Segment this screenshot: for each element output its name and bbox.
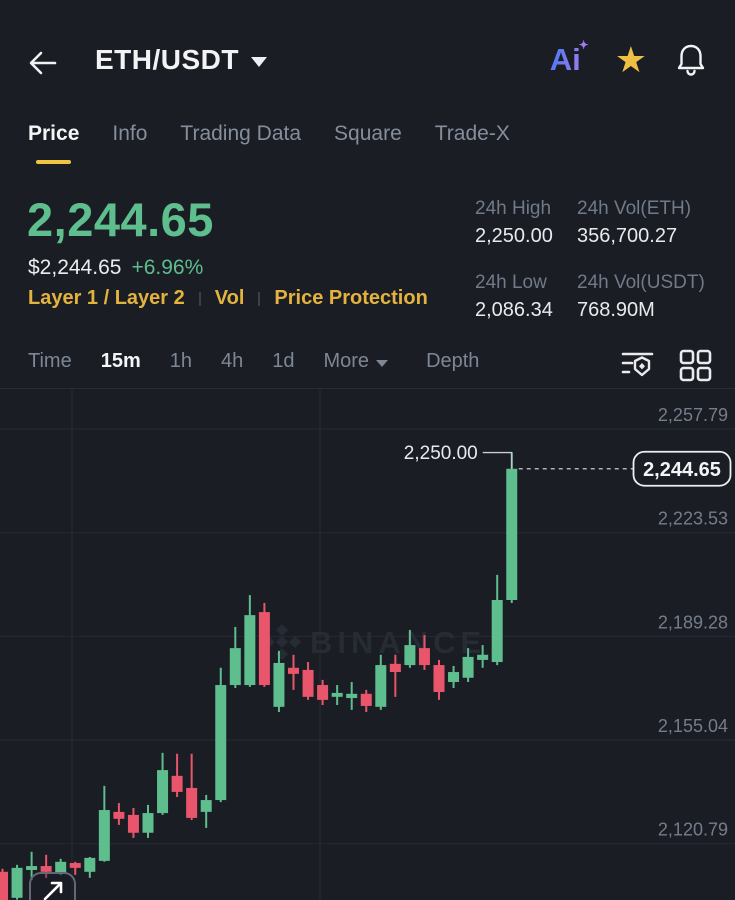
fiat-price: $2,244.65	[28, 256, 122, 279]
svg-text:2,244.65: 2,244.65	[643, 459, 721, 481]
expand-chart-button[interactable]	[29, 872, 76, 900]
interval-4h[interactable]: 4h	[220, 350, 244, 372]
tag-vol[interactable]: Vol	[214, 287, 245, 309]
pair-selector[interactable]: ETH/USDT	[95, 44, 267, 76]
favorite-star-icon[interactable]: ★	[614, 39, 647, 80]
interval-1d[interactable]: 1d	[272, 350, 295, 372]
interval-1h[interactable]: 1h	[169, 350, 192, 372]
tab-info[interactable]: Info	[112, 122, 148, 145]
stat-label-vol-usdt: 24h Vol(USDT)	[577, 272, 705, 293]
svg-text:2,223.53: 2,223.53	[658, 509, 728, 529]
svg-text:2,257.79: 2,257.79	[658, 405, 728, 425]
change-percent: +6.96%	[131, 256, 204, 279]
toolbar-divider	[0, 388, 735, 389]
interval-15m[interactable]: 15m	[100, 350, 141, 372]
tag-separator	[198, 291, 201, 306]
ai-assistant-icon[interactable]: Ai ✦	[549, 38, 589, 77]
stat-value-vol-usdt: 768.90M	[577, 299, 655, 321]
stat-label-vol-eth: 24h Vol(ETH)	[577, 198, 692, 219]
svg-text:2,189.28: 2,189.28	[658, 612, 728, 632]
tab-bar: Price Info Trading Data Square Trade-X	[28, 122, 510, 164]
tab-trade-x[interactable]: Trade-X	[434, 122, 510, 145]
pair-title: ETH/USDT	[95, 44, 239, 75]
stat-label-low: 24h Low	[475, 272, 547, 293]
depth-button[interactable]: Depth	[426, 350, 480, 372]
stat-value-high: 2,250.00	[475, 225, 553, 247]
notification-bell-icon[interactable]	[675, 42, 707, 78]
header: ETH/USDT Ai ✦ ★	[0, 38, 735, 90]
more-dropdown[interactable]: More	[323, 350, 389, 373]
current-price-box	[632, 450, 732, 487]
tab-square[interactable]: Square	[334, 122, 402, 145]
expand-arrows-icon	[43, 881, 63, 900]
svg-text:BINANCE: BINANCE	[310, 625, 486, 660]
tab-price[interactable]: Price	[28, 122, 79, 164]
sparkle-icon: ✦	[578, 38, 589, 52]
interval-toolbar: Time 15m 1h 4h 1d More Depth	[28, 350, 508, 373]
stat-label-high: 24h High	[475, 198, 552, 219]
candlestick-chart[interactable]: 2,257.79 2,223.53 2,189.28 2,155.04 2,120.79…	[0, 389, 735, 900]
stats-24h: 24h High 24h Vol(ETH) 2,250.00 356,700.2…	[475, 196, 705, 322]
token-tags-row: Layer 1 / Layer 2 Vol Price Protection	[28, 287, 428, 310]
grid-layout-icon[interactable]	[678, 348, 712, 382]
svg-text:2,155.04: 2,155.04	[658, 716, 728, 736]
tag-layer[interactable]: Layer 1 / Layer 2	[28, 287, 185, 309]
tab-trading-data[interactable]: Trading Data	[180, 122, 302, 145]
svg-text:2,250.00: 2,250.00	[404, 443, 478, 464]
last-price: 2,244.65	[27, 193, 214, 246]
back-arrow-icon[interactable]	[26, 48, 60, 78]
tag-price-protection[interactable]: Price Protection	[274, 287, 428, 309]
stat-value-vol-eth: 356,700.27	[577, 225, 678, 247]
svg-text:2,120.79: 2,120.79	[658, 820, 728, 840]
tag-separator	[258, 291, 261, 306]
sub-price-row: $2,244.65 +6.96%	[28, 256, 203, 280]
interval-time[interactable]: Time	[28, 350, 72, 372]
indicators-icon[interactable]	[620, 348, 655, 382]
more-caret-icon	[376, 359, 389, 367]
binance-watermark: BINANCE	[263, 624, 486, 660]
chart-tool-icons	[620, 348, 712, 382]
header-icons: Ai ✦ ★	[549, 38, 707, 80]
pair-dropdown-caret-icon	[251, 57, 267, 67]
stat-value-low: 2,086.34	[475, 299, 553, 321]
